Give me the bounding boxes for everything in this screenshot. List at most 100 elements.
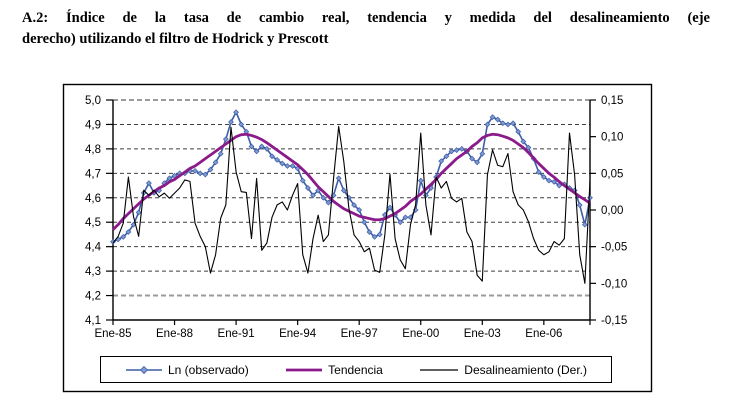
series-ln-observado-marker [515,128,522,135]
series-ln-observado-marker [351,202,357,209]
series-ln-observado-marker [238,121,245,128]
series-ln-observado-marker [499,120,506,127]
x-tick-label: Ene-88 [156,328,193,340]
series-ln-observado-marker [535,169,542,176]
series-ln-observado-marker [546,177,552,184]
y-right-tick-label: 0,00 [601,205,623,217]
series-ln-observado-marker [253,148,260,155]
series-ln-observado-marker [540,174,547,180]
series-ln-observado-marker [489,114,496,121]
legend-item-observado: Ln (observado) [125,363,249,377]
series-ln-observado-marker [120,233,127,240]
legend-label-observado: Ln (observado) [168,362,249,377]
series-ln-observado-marker [258,143,265,150]
series-ln-observado-marker [443,153,450,160]
series-ln-observado-marker [402,214,409,221]
y-right-tick-label: -0,15 [601,315,627,327]
series-ln-observado-marker [448,148,455,155]
x-tick-label: Ene-00 [402,328,439,340]
legend-sample-observado-line-icon [126,365,162,374]
y-right-tick-label: 0,05 [601,168,623,180]
series-desalineamiento-line [112,125,591,284]
series-ln-observado-marker [305,185,311,191]
legend-label-desalineamiento: Desalineamiento (Der.) [464,362,587,377]
series-ln-observado-marker [397,219,404,226]
chart-legend: Ln (observado) Tendencia Desalineamiento… [100,356,612,383]
series-ln-observado-marker [438,158,445,165]
series-ln-observado-marker [248,143,255,150]
series-ln-observado-marker [387,204,393,211]
series-ln-observado-marker [340,187,347,194]
series-ln-observado-marker [335,175,342,182]
series-ln-observado-marker [284,163,291,169]
figure-title: A.2: Índice de la tasa de cambio real, t… [22,8,710,49]
series-ln-observado-marker [325,199,332,206]
series-ln-observado-marker [299,177,306,184]
y-right-tick-label: 0,10 [601,132,623,144]
x-tick-label: Ene-85 [94,328,131,340]
y-left-tick-label: 5,0 [85,95,101,107]
y-left-tick-label: 4,7 [85,168,101,180]
legend-sample-desalineamiento-line-icon [420,368,459,371]
series-ln-observado-marker [479,150,486,157]
series-ln-observado-marker [274,156,281,163]
y-left-tick-label: 4,8 [85,144,101,156]
series-ln-observado-marker [453,147,460,154]
series-ln-observado-marker [269,153,275,160]
legend-item-desalineamiento: Desalineamiento (Der.) [419,363,587,377]
series-tendencia-line [112,132,591,231]
series-ln-observado-marker [279,160,286,167]
series-ln-observado-marker [366,229,373,235]
legend-sample-tendencia-line-icon [286,368,323,371]
series-ln-observado-marker [371,233,378,240]
series-ln-observado-marker [469,155,475,162]
series-ln-observado-marker [228,119,234,125]
series-ln-observado-marker [222,136,229,143]
x-tick-label: Ene-06 [525,328,562,340]
series-ln-observado-marker [217,150,224,157]
series-ln-observado-marker [474,159,481,166]
chart-frame [62,83,653,393]
y-left-tick-label: 4,6 [85,193,101,205]
series-ln-observado-marker [320,194,327,201]
series-ln-observado-marker [207,166,214,173]
y-left-tick-label: 4,5 [85,217,101,229]
series-ln-observado-marker [510,120,516,127]
y-right-tick-label: -0,05 [601,242,627,254]
figure-title-line1: A.2: Índice de la tasa de cambio real, t… [22,10,710,26]
series-ln-observado-marker [233,109,239,116]
series-ln-observado-marker [263,145,270,152]
legend-label-tendencia: Tendencia [328,362,383,377]
series-ln-observado-marker [458,145,465,152]
series-ln-observado-marker [551,178,557,185]
series-ln-observado-marker [125,229,132,235]
series-ln-observado-marker [417,177,424,184]
x-tick-label: Ene-03 [464,328,501,340]
y-right-tick-label: -0,10 [601,278,627,290]
series-ln-observado-marker [576,202,583,209]
x-tick-label: Ene-94 [279,328,317,340]
series-ln-observado-marker [484,121,491,128]
y-left-tick-label: 4,9 [85,119,101,131]
x-tick-label: Ene-91 [218,328,255,340]
series-ln-observado-marker [581,221,588,228]
series-ln-observado-marker [202,171,209,178]
series-ln-observado-marker [356,207,363,213]
y-left-tick-label: 4,2 [85,291,101,303]
series-ln-observado-marker [197,170,204,177]
series-ln-observado-marker [289,163,296,169]
x-tick-label: Ene-97 [341,328,378,340]
y-left-tick-label: 4,1 [85,315,101,327]
legend-item-tendencia: Tendencia [285,363,383,377]
series-ln-observado-marker [146,180,152,187]
y-right-tick-label: 0,15 [601,95,623,107]
series-ln-observado-marker [505,121,511,128]
y-left-tick-label: 4,4 [85,242,102,254]
series-ln-observado-marker [376,231,383,238]
series-ln-observado-marker [520,138,527,145]
series-ln-observado-marker [361,219,368,226]
series-ln-observado-marker [494,116,501,123]
series-ln-observado-marker [310,192,316,199]
